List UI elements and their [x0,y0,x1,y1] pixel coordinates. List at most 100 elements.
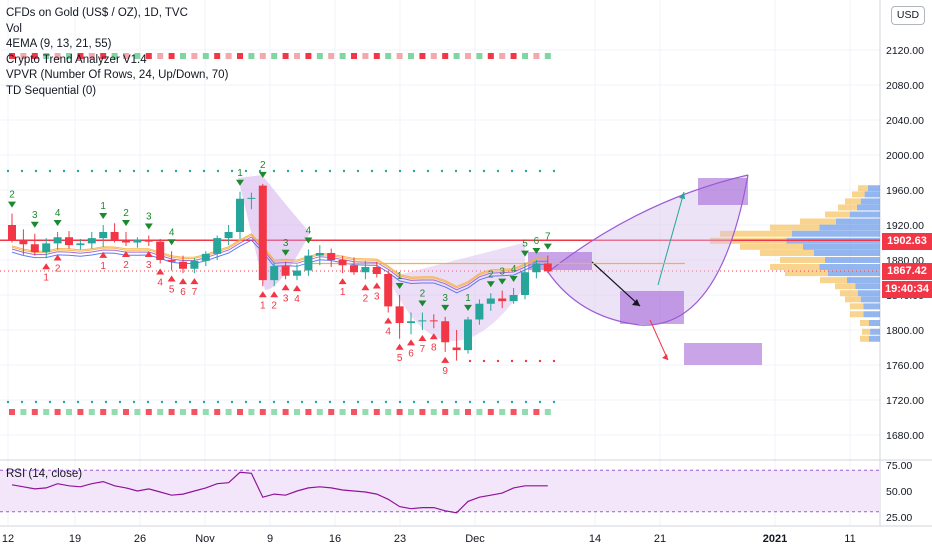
trend-dot [100,53,107,59]
guide-dot-green [230,169,234,173]
currency-button[interactable]: USD [891,6,925,25]
trend-dot [123,53,129,59]
guide-dot-red [496,359,500,363]
trend-dot [351,53,357,59]
vpvr-bar-up [836,218,880,225]
td-down-label: 7 [192,287,198,298]
trend-dot [43,53,50,59]
trend-dot [123,409,129,415]
guide-dot-green [6,400,10,404]
trend-dot [202,53,209,59]
trend-dot [111,409,118,415]
trend-dot [396,53,403,59]
vpvr-bar-up [870,328,880,335]
vpvr-bar-up [849,211,880,218]
trend-dot [305,409,312,415]
price-tag-resistance: 1902.63 [882,233,932,250]
candle-body [464,319,472,351]
trend-dot [453,409,460,415]
trend-dot [248,53,255,59]
guide-dot-green [552,400,556,404]
trend-dot [271,409,278,415]
guide-dot-green [440,400,444,404]
guide-dot-green [468,400,472,404]
legend-ema: 4EMA (9, 13, 21, 55) [6,38,112,50]
rsi-axis-label: 25.00 [886,512,912,524]
vpvr-bar-up [856,204,880,211]
guide-dot-green [174,400,178,404]
trend-dot [168,53,175,59]
candle-body [270,266,279,281]
candle-body [384,274,393,307]
guide-dot-green [20,400,24,404]
td-up-triangle [521,250,529,257]
guide-dot-green [244,400,248,404]
trend-dot [339,409,346,415]
vpvr-bar-down [770,224,820,231]
legend-title: CFDs on Gold (US$ / OZ), 1D, TVC [6,7,188,19]
trend-dot [66,53,72,59]
guide-dot-green [174,169,178,173]
candle-body [304,255,313,271]
guide-dot-green [104,169,108,173]
guide-dot-green [482,400,486,404]
td-down-label: 2 [271,300,277,311]
trend-dot [362,53,369,59]
trend-dot [225,53,232,59]
trend-dot [385,409,392,415]
trend-dot [544,53,551,59]
candle-body [338,260,347,266]
td-up-triangle [441,304,450,311]
td-down-triangle [42,263,51,270]
guide-dot-green [482,169,486,173]
trend-dot [66,409,72,415]
guide-dot-green [272,169,276,173]
vpvr-bar-down [835,283,856,290]
guide-dot-green [48,400,52,404]
candle-body [122,239,130,243]
td-up-label: 1 [397,271,403,282]
trend-dot [510,409,517,415]
chart-legend: CFDs on Gold (US$ / OZ), 1D, TVC Vol 4EM… [6,6,228,99]
trend-dot [214,53,221,59]
vpvr-bar-down [720,230,792,237]
guide-dot-green [412,169,416,173]
ema-line [11,233,548,288]
trend-dot [533,53,540,59]
td-down-label: 1 [43,272,49,283]
guide-dot-green [132,169,136,173]
td-down-triangle [144,251,153,257]
td-up-triangle [122,220,130,226]
trend-dot [351,409,357,415]
td-up-label: 1 [465,293,471,304]
guide-dot-green [538,169,542,173]
guide-dot-green [454,400,458,404]
vpvr-bar-up [863,311,880,318]
td-down-triangle [122,251,130,257]
price-axis-label: 2040.00 [886,115,924,127]
td-up-label: 3 [442,293,448,304]
time-axis-label: 12 [2,533,14,545]
guide-dot-green [300,169,304,173]
guide-dot-green [370,169,374,173]
td-down-triangle [361,284,370,291]
vpvr-bar-up [803,243,880,250]
trend-dot [396,409,403,415]
trend-dot [533,409,540,415]
guide-dot-green [230,400,234,404]
rsi-band [0,470,880,512]
guide-dot-green [356,400,360,404]
guide-dot-green [328,169,332,173]
vpvr-bar-up [827,270,880,277]
vpvr-bar-up [863,303,880,310]
vpvr-bar-down [760,250,814,256]
time-axis-label: 2021 [763,533,787,545]
td-up-label: 3 [146,212,152,223]
td-down-triangle [372,282,381,289]
time-axis-label: 19 [69,533,81,545]
price-axis-label: 1960.00 [886,185,924,197]
candle-body [429,320,438,322]
td-down-label: 4 [385,327,391,338]
candle-body [156,241,165,260]
